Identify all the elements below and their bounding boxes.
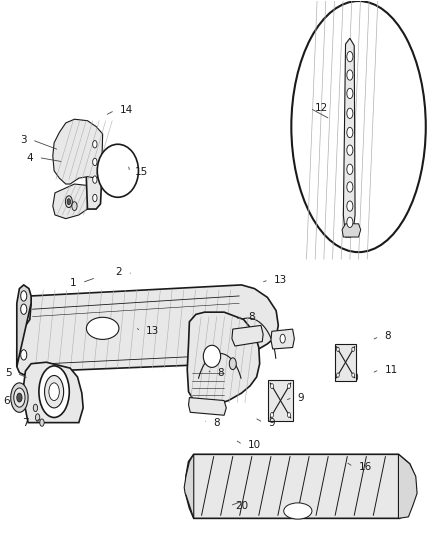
Circle shape <box>337 373 339 377</box>
Polygon shape <box>53 184 94 219</box>
Text: 1: 1 <box>70 278 77 288</box>
Circle shape <box>347 201 353 211</box>
Polygon shape <box>86 134 102 209</box>
Text: 4: 4 <box>27 152 33 163</box>
Text: 8: 8 <box>248 312 254 321</box>
Text: 6: 6 <box>3 395 10 406</box>
Polygon shape <box>24 362 83 423</box>
Text: 13: 13 <box>274 274 287 285</box>
Circle shape <box>280 334 285 343</box>
Text: 10: 10 <box>248 440 261 450</box>
Circle shape <box>35 414 40 421</box>
Circle shape <box>347 164 353 174</box>
Text: 5: 5 <box>5 368 11 378</box>
Text: 3: 3 <box>20 135 27 145</box>
Text: 9: 9 <box>298 393 304 402</box>
Circle shape <box>21 291 27 301</box>
Circle shape <box>352 347 354 352</box>
Text: 8: 8 <box>213 418 220 427</box>
Polygon shape <box>115 165 128 172</box>
Circle shape <box>33 404 38 411</box>
Circle shape <box>14 388 25 407</box>
Ellipse shape <box>86 317 119 340</box>
Text: 7: 7 <box>22 418 29 427</box>
Circle shape <box>93 141 97 148</box>
Circle shape <box>271 413 273 417</box>
Circle shape <box>347 217 353 228</box>
Circle shape <box>11 383 28 413</box>
Text: 8: 8 <box>385 332 391 342</box>
Ellipse shape <box>284 503 312 519</box>
Text: 9: 9 <box>268 418 275 427</box>
Circle shape <box>39 366 69 417</box>
Circle shape <box>21 350 27 360</box>
Polygon shape <box>335 344 357 381</box>
Circle shape <box>347 108 353 118</box>
Circle shape <box>347 145 353 155</box>
Ellipse shape <box>97 144 138 197</box>
Polygon shape <box>342 224 361 237</box>
Polygon shape <box>343 38 355 237</box>
Circle shape <box>347 70 353 80</box>
Circle shape <box>271 384 273 389</box>
Circle shape <box>93 176 97 183</box>
Circle shape <box>287 413 290 417</box>
Text: 20: 20 <box>235 501 248 511</box>
Ellipse shape <box>291 1 426 252</box>
Circle shape <box>337 347 339 352</box>
Text: 15: 15 <box>135 167 148 177</box>
Polygon shape <box>53 119 102 184</box>
Text: 12: 12 <box>315 103 328 113</box>
Circle shape <box>353 373 358 382</box>
Circle shape <box>347 127 353 138</box>
Text: 13: 13 <box>146 326 159 336</box>
Polygon shape <box>187 312 260 405</box>
Circle shape <box>347 52 353 62</box>
Circle shape <box>40 419 44 426</box>
Circle shape <box>230 358 236 369</box>
Circle shape <box>93 195 97 201</box>
Circle shape <box>21 304 27 314</box>
Text: 16: 16 <box>359 462 372 472</box>
Text: 2: 2 <box>116 268 122 277</box>
Polygon shape <box>17 285 278 375</box>
Polygon shape <box>399 454 417 519</box>
Polygon shape <box>232 326 263 346</box>
Circle shape <box>65 196 72 207</box>
Circle shape <box>67 199 71 205</box>
Circle shape <box>93 158 97 166</box>
Circle shape <box>287 384 290 389</box>
Polygon shape <box>268 380 293 421</box>
Circle shape <box>45 375 64 408</box>
Polygon shape <box>17 285 31 367</box>
Text: 8: 8 <box>218 368 224 378</box>
Circle shape <box>352 373 354 377</box>
Polygon shape <box>188 398 226 415</box>
Circle shape <box>17 393 22 402</box>
Ellipse shape <box>203 345 221 367</box>
Circle shape <box>347 182 353 192</box>
Polygon shape <box>271 329 294 349</box>
Polygon shape <box>184 454 194 519</box>
Circle shape <box>72 201 77 211</box>
Text: 11: 11 <box>385 365 398 375</box>
Polygon shape <box>186 454 416 519</box>
Circle shape <box>347 88 353 99</box>
Text: 14: 14 <box>120 106 133 115</box>
Circle shape <box>49 383 59 400</box>
